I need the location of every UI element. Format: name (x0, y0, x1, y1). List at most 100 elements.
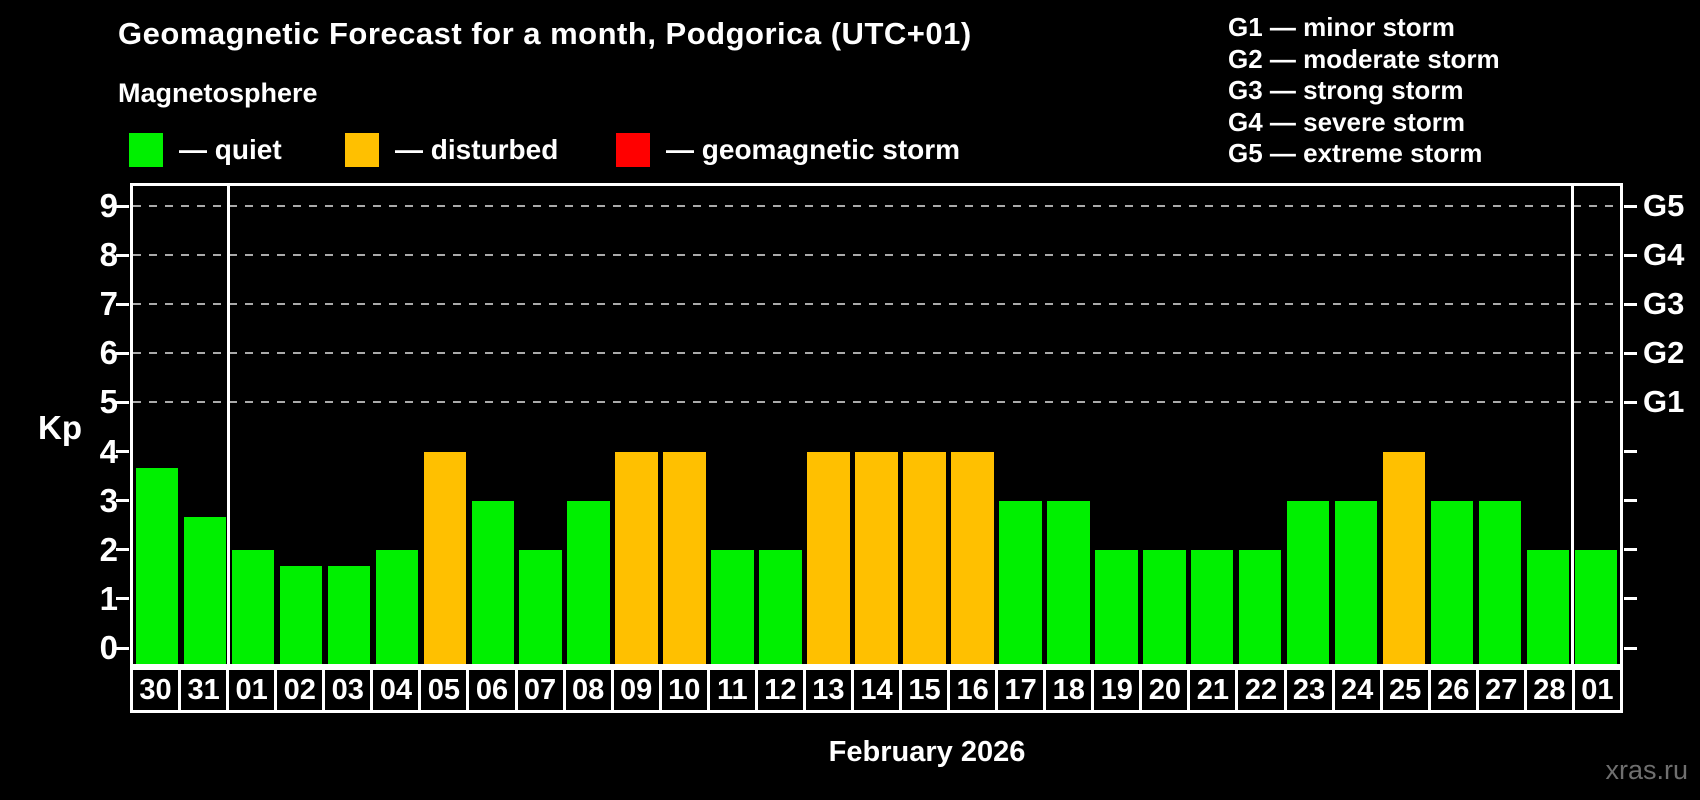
day-label-17: 17 (995, 667, 1047, 713)
y-tick-right-5 (1624, 400, 1637, 404)
month-separator (1570, 186, 1574, 664)
day-label-09: 09 (610, 667, 662, 713)
y-axis-label-5: 5 (99, 383, 118, 421)
gridline-kp5 (133, 401, 1620, 404)
right-axis-label-g2: G2 (1643, 335, 1685, 371)
watermark: xras.ru (1605, 755, 1688, 785)
g-legend-line-g5: G5 — extreme storm (1228, 138, 1483, 168)
day-label-24: 24 (1331, 667, 1383, 713)
y-tick-right-9 (1624, 204, 1637, 208)
y-axis-label-7: 7 (99, 285, 118, 323)
storm-color-swatch (616, 133, 650, 167)
day-label-04: 04 (370, 667, 422, 713)
day-label-25: 25 (1379, 667, 1431, 713)
right-axis-label-g3: G3 (1643, 286, 1685, 322)
day-label-21: 21 (1187, 667, 1239, 713)
y-tick-left-8 (116, 253, 129, 257)
kp-bar-day-17 (999, 500, 1042, 664)
gridline-kp9 (133, 205, 1620, 207)
g-legend-line-g3: G3 — strong storm (1228, 75, 1464, 105)
y-axis-label-1: 1 (99, 579, 118, 617)
g-scale-legend: G1 — minor storm G2 — moderate storm G3 … (1228, 12, 1500, 170)
y-tick-left-3 (116, 499, 129, 503)
legend-item-quiet: — quiet (129, 131, 282, 169)
quiet-color-swatch (129, 133, 163, 167)
day-label-06: 06 (466, 667, 518, 713)
y-tick-right-7 (1624, 302, 1637, 306)
x-axis-day-labels: 30 31 01 02 03 04 05 06 07 08 09 10 11 12 13 14 15 16 17 18… (130, 667, 1623, 713)
kp-bar-day-31 (183, 516, 227, 664)
y-tick-left-1 (116, 597, 129, 601)
kp-bar-day-02 (279, 566, 323, 664)
kp-bar-day-12 (759, 549, 802, 664)
kp-bar-day-30 (135, 467, 179, 664)
day-label-28: 28 (1523, 667, 1575, 713)
chart-title: Geomagnetic Forecast for a month, Podgor… (118, 16, 972, 51)
y-tick-right-8 (1624, 253, 1637, 257)
g-legend-line-g4: G4 — severe storm (1228, 106, 1466, 137)
disturbed-color-swatch (345, 133, 379, 167)
kp-bar-day-15 (903, 451, 946, 664)
day-label-10: 10 (658, 667, 710, 713)
kp-bar-day-01 (231, 549, 275, 664)
day-label-01: 01 (1571, 667, 1623, 713)
day-label-22: 22 (1235, 667, 1287, 713)
legend-item-disturbed: — disturbed (345, 131, 558, 169)
y-axis-label-8: 8 (99, 236, 118, 274)
y-tick-left-6 (116, 351, 129, 355)
plot-area (130, 183, 1623, 667)
y-axis-label-9: 9 (99, 187, 118, 224)
y-tick-right-3 (1624, 499, 1637, 503)
kp-bar-day-22 (1239, 549, 1282, 664)
day-label-11: 11 (706, 667, 758, 713)
day-label-03: 03 (322, 667, 374, 713)
day-label-15: 15 (899, 667, 951, 713)
y-axis-title: Kp (38, 409, 82, 446)
right-axis-label-g4: G4 (1643, 237, 1685, 273)
right-axis-label-g5: G5 (1643, 188, 1685, 223)
day-label-27: 27 (1475, 667, 1527, 713)
day-label-08: 08 (562, 667, 614, 713)
y-axis-label-2: 2 (99, 530, 118, 568)
legend-label-disturbed: — disturbed (395, 134, 559, 165)
kp-bar-day-05 (423, 451, 466, 664)
y-axis-label-6: 6 (99, 334, 118, 372)
kp-bar-day-09 (615, 451, 658, 664)
day-label-18: 18 (1043, 667, 1095, 713)
kp-bar-day-25 (1382, 451, 1426, 664)
y-axis-label-4: 4 (99, 432, 118, 470)
kp-bar-day-10 (663, 451, 706, 664)
y-tick-left-0 (116, 646, 129, 650)
month-separator (227, 186, 231, 664)
kp-bar-day-01 (1574, 549, 1618, 664)
y-axis-label-3: 3 (99, 481, 118, 519)
day-label-19: 19 (1091, 667, 1143, 713)
legend-label-storm: — geomagnetic storm (666, 134, 961, 165)
day-label-07: 07 (514, 667, 566, 713)
day-label-23: 23 (1283, 667, 1335, 713)
x-axis-title: February 2026 (828, 736, 1026, 768)
y-tick-left-7 (116, 302, 129, 306)
kp-bar-day-23 (1286, 500, 1330, 664)
kp-bar-day-03 (327, 566, 371, 664)
kp-bar-day-26 (1430, 500, 1474, 664)
kp-bar-day-28 (1526, 549, 1570, 664)
kp-bar-day-27 (1478, 500, 1522, 664)
day-label-13: 13 (802, 667, 854, 713)
day-label-30: 30 (130, 667, 182, 713)
kp-bar-day-11 (711, 549, 754, 664)
day-label-14: 14 (850, 667, 902, 713)
plot-canvas (133, 186, 1620, 664)
day-label-31: 31 (178, 667, 230, 713)
y-tick-right-2 (1624, 548, 1637, 552)
y-tick-left-4 (116, 450, 129, 454)
kp-bar-day-16 (951, 451, 994, 664)
y-axis-label-0: 0 (99, 629, 118, 666)
legend-label-quiet: — quiet (179, 134, 282, 165)
kp-bar-day-21 (1191, 549, 1234, 664)
day-label-01: 01 (226, 667, 278, 713)
right-axis-label-g1: G1 (1643, 384, 1685, 420)
day-label-12: 12 (754, 667, 806, 713)
y-tick-left-5 (116, 400, 129, 404)
